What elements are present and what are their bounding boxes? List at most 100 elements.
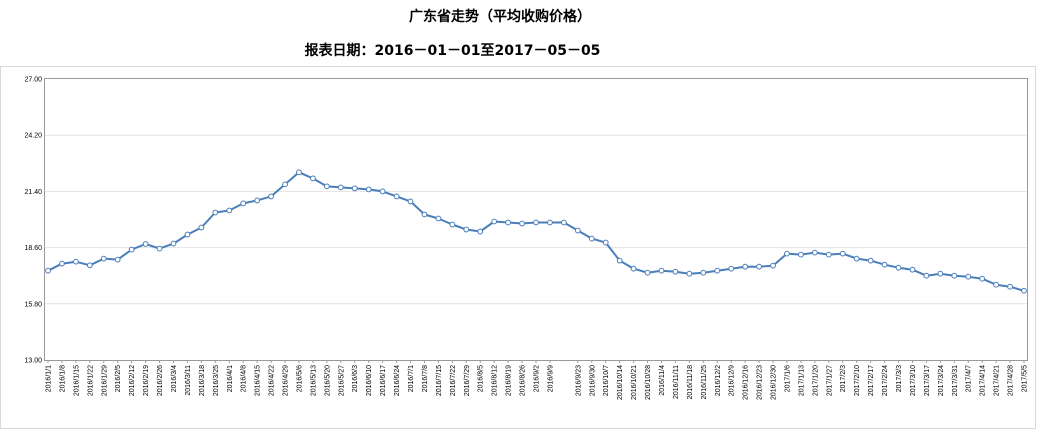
x-tick-label: 2017/1/13 (798, 365, 805, 396)
data-point (268, 193, 274, 200)
data-point (170, 240, 177, 247)
x-tick-label: 2016/7/15 (436, 365, 443, 396)
x-tick-label: 2016/12/9 (729, 365, 736, 396)
x-tick-label: 2017/1/20 (812, 365, 819, 396)
data-point (784, 250, 790, 257)
x-tick-label: 2016/7/22 (450, 365, 457, 396)
data-point (351, 185, 358, 192)
x-tick-label: 2017/5/5 (1022, 365, 1029, 392)
x-tick-label: 2017/4/21 (994, 365, 1001, 396)
data-point (630, 265, 637, 272)
x-tick-label: 2017/3/17 (924, 365, 931, 396)
x-tick-label: 2016/6/10 (366, 365, 373, 396)
data-point (700, 269, 707, 276)
data-point (184, 231, 191, 238)
data-point (491, 218, 498, 225)
x-tick-label: 2016/5/27 (338, 365, 345, 396)
x-tick-label: 2016/10/14 (617, 365, 624, 400)
x-tick-label: 2016/4/8 (241, 365, 248, 392)
x-tick-label: 2016/2/12 (129, 365, 136, 396)
x-tick-label: 2016/1/29 (101, 365, 108, 396)
x-tick-label: 2017/2/24 (882, 365, 889, 396)
y-tick-label: 27.00 (24, 77, 42, 84)
data-point (588, 235, 595, 242)
data-point (100, 255, 107, 262)
data-point (728, 265, 735, 272)
data-point (323, 183, 330, 190)
x-tick-label: 2016/1/1 (46, 365, 53, 392)
data-point (560, 219, 567, 226)
data-point (379, 188, 386, 195)
data-point (658, 267, 665, 274)
data-point (519, 220, 525, 227)
x-tick-label: 2017/4/7 (966, 365, 973, 392)
x-tick-label: 2016/5/20 (324, 365, 331, 396)
data-point (951, 272, 958, 279)
data-point (463, 226, 470, 233)
x-tick-label: 2017/4/28 (1008, 365, 1015, 396)
data-point (979, 275, 986, 282)
data-point (128, 246, 135, 253)
x-tick-label: 2016/8/19 (506, 365, 513, 396)
data-point (477, 228, 484, 235)
x-tick-label: 2016/3/25 (213, 365, 220, 396)
x-tick-label: 2016/9/9 (547, 365, 554, 392)
chart-title: 广东省走势（平均收购价格） (409, 9, 591, 25)
x-tick-label: 2016/11/25 (701, 365, 708, 400)
data-point (240, 200, 247, 207)
x-tick-label: 2016/8/5 (478, 365, 485, 392)
gridlines (45, 134, 1027, 305)
x-tick-label: 2016/4/29 (283, 365, 290, 396)
data-point (254, 197, 261, 204)
x-tick-label: 2016/8/26 (520, 365, 527, 396)
data-point (142, 241, 149, 247)
x-tick-label: 2016/12/16 (743, 365, 750, 400)
x-tick-label: 2016/11/18 (687, 365, 694, 400)
y-axis-tick-labels: 13.00 15.80 18.60 21.40 24.20 27.00 (24, 77, 42, 365)
data-point (310, 175, 316, 182)
data-point (114, 256, 121, 263)
data-point (449, 221, 456, 228)
data-point (616, 257, 623, 264)
data-point (547, 219, 553, 226)
x-tick-label: 2016/4/22 (269, 365, 276, 396)
x-tick-label: 2016/6/3 (352, 365, 359, 392)
data-point (756, 263, 762, 270)
data-point (435, 215, 442, 222)
x-axis-tick-labels: 2016/1/1 2016/1/8 2016/1/15 2016/1/22 2016/1… (46, 360, 1029, 400)
x-tick-label: 2016/3/18 (199, 365, 206, 396)
y-tick-label: 13.00 (24, 358, 42, 365)
x-tick-label: 2016/11/4 (659, 365, 666, 396)
data-point (839, 250, 846, 257)
x-tick-label: 2016/10/7 (603, 365, 610, 396)
x-tick-label: 2016/8/12 (492, 365, 499, 396)
x-tick-label: 2016/11/11 (673, 365, 680, 399)
x-tick-label: 2016/4/1 (227, 365, 234, 392)
x-tick-label: 2016/10/28 (645, 365, 652, 400)
data-point (923, 272, 930, 279)
data-point (644, 269, 651, 276)
x-tick-label: 2016/4/15 (255, 365, 262, 396)
plot-area (44, 78, 1028, 361)
x-tick-label: 2016/9/2 (534, 365, 541, 392)
data-point (1007, 283, 1013, 290)
data-point (602, 239, 609, 246)
x-tick-label: 2016/1/8 (59, 365, 66, 392)
x-tick-label: 2016/9/23 (575, 365, 582, 396)
data-point (742, 263, 749, 270)
data-point (909, 266, 916, 273)
y-tick-label: 24.20 (24, 133, 42, 140)
x-tick-label: 2017/4/14 (980, 365, 987, 396)
data-point (881, 261, 888, 268)
data-point (533, 219, 539, 226)
x-tick-label: 2016/1/22 (87, 365, 94, 396)
x-tick-label: 2017/1/6 (784, 365, 791, 392)
data-point (156, 245, 163, 252)
data-point (45, 267, 51, 274)
x-tick-label: 2016/7/29 (464, 365, 471, 396)
x-tick-label: 2016/12/23 (757, 365, 764, 400)
data-point (421, 211, 428, 218)
data-point (686, 270, 693, 277)
y-tick-label: 21.40 (24, 189, 42, 196)
data-point (1021, 287, 1027, 294)
